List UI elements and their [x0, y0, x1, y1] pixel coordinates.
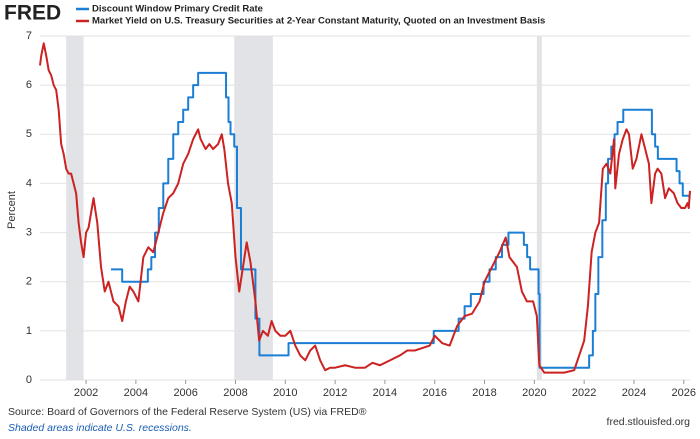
y-tick-label: 6 [26, 79, 32, 91]
y-axis-label: Percent [6, 191, 18, 229]
x-tick-label: 2016 [422, 387, 446, 399]
x-tick-label: 2018 [472, 387, 496, 399]
y-tick-label: 3 [26, 226, 32, 238]
legend-label: Discount Window Primary Credit Rate [92, 4, 263, 15]
logo: FRED [4, 2, 61, 25]
y-tick-label: 2 [26, 276, 32, 288]
source: Source: Board of Governors of the Federa… [8, 406, 367, 418]
x-tick-label: 2014 [373, 387, 397, 399]
series-line [110, 71, 690, 369]
legend-label: Market Yield on U.S. Treasury Securities… [92, 16, 545, 27]
y-tick-label: 1 [26, 325, 32, 337]
x-tick-label: 2006 [173, 387, 197, 399]
recession-band [536, 36, 542, 380]
x-tick-label: 2022 [572, 387, 596, 399]
x-tick-label: 2008 [223, 387, 247, 399]
x-tick-label: 2004 [124, 387, 148, 399]
recession-band [66, 36, 84, 380]
x-tick-label: 2024 [622, 387, 646, 399]
y-tick-label: 4 [26, 177, 32, 189]
y-tick-label: 5 [26, 128, 32, 140]
x-tick-label: 2012 [323, 387, 347, 399]
x-tick-label: 2002 [74, 387, 98, 399]
x-tick-label: 2010 [273, 387, 297, 399]
site: fred.stlouisfed.org [607, 416, 691, 428]
recession-note: Shaded areas indicate U.S. recessions. [8, 422, 192, 434]
y-tick-label: 7 [26, 30, 32, 42]
x-tick-label: 2020 [522, 387, 546, 399]
y-tick-label: 0 [26, 374, 32, 386]
x-tick-label: 2026 [672, 387, 696, 399]
series-line [39, 42, 691, 374]
